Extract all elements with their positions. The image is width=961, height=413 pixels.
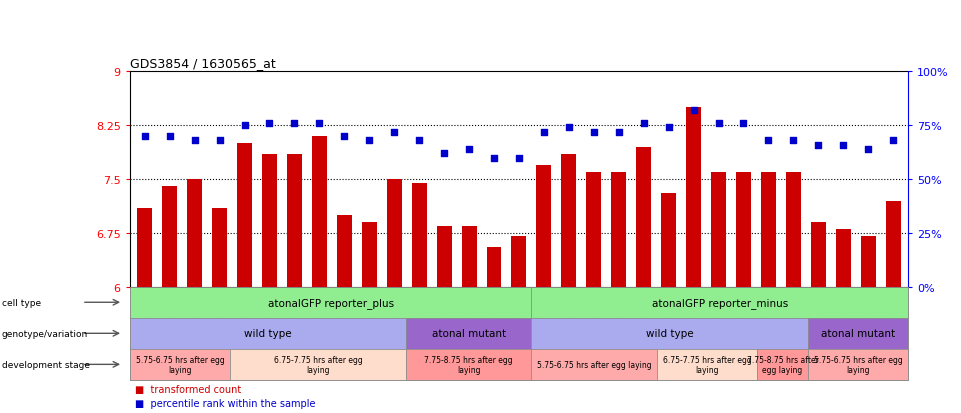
Point xyxy=(336,133,352,140)
Bar xyxy=(436,226,452,287)
Point xyxy=(311,121,327,127)
Bar xyxy=(411,183,427,287)
Bar xyxy=(187,180,202,287)
Bar xyxy=(361,223,377,287)
Bar xyxy=(811,223,825,287)
Bar xyxy=(336,216,352,287)
Bar xyxy=(836,230,850,287)
Text: 5.75-6.75 hrs after egg
laying: 5.75-6.75 hrs after egg laying xyxy=(814,355,902,374)
Point xyxy=(187,138,203,144)
Bar xyxy=(536,165,552,287)
Bar xyxy=(137,208,152,287)
Bar xyxy=(761,173,776,287)
Bar xyxy=(561,154,577,287)
Text: 5.75-6.75 hrs after egg
laying: 5.75-6.75 hrs after egg laying xyxy=(136,355,224,374)
Bar xyxy=(861,237,875,287)
Point xyxy=(361,138,377,144)
Text: ■  percentile rank within the sample: ■ percentile rank within the sample xyxy=(135,398,315,408)
Point xyxy=(261,121,277,127)
Bar xyxy=(886,201,900,287)
Point xyxy=(786,138,801,144)
Point xyxy=(211,138,227,144)
Point xyxy=(611,129,627,136)
Bar xyxy=(212,208,227,287)
Point xyxy=(761,138,776,144)
Bar xyxy=(586,173,602,287)
Point xyxy=(162,133,178,140)
Point xyxy=(486,155,502,161)
Point xyxy=(586,129,602,136)
Text: wild type: wild type xyxy=(646,328,694,339)
Bar xyxy=(636,147,652,287)
Text: development stage: development stage xyxy=(2,360,90,369)
Point xyxy=(411,138,427,144)
Point xyxy=(137,133,153,140)
Bar xyxy=(386,180,402,287)
Point xyxy=(736,121,752,127)
Point xyxy=(661,125,677,131)
Text: 5.75-6.75 hrs after egg laying: 5.75-6.75 hrs after egg laying xyxy=(537,360,652,369)
Bar xyxy=(262,154,277,287)
Bar xyxy=(162,187,177,287)
Text: atonal mutant: atonal mutant xyxy=(821,328,895,339)
Point xyxy=(836,142,851,149)
Point xyxy=(885,138,900,144)
Text: genotype/variation: genotype/variation xyxy=(2,329,88,338)
Text: 6.75-7.75 hrs after egg
laying: 6.75-7.75 hrs after egg laying xyxy=(663,355,752,374)
Point xyxy=(811,142,826,149)
Text: ■  transformed count: ■ transformed count xyxy=(135,384,241,394)
Bar xyxy=(511,237,527,287)
Bar xyxy=(287,154,302,287)
Text: 7.75-8.75 hrs after
egg laying: 7.75-8.75 hrs after egg laying xyxy=(747,355,819,374)
Text: 7.75-8.75 hrs after egg
laying: 7.75-8.75 hrs after egg laying xyxy=(425,355,513,374)
Point xyxy=(561,125,577,131)
Point xyxy=(711,121,727,127)
Point xyxy=(236,123,252,129)
Bar xyxy=(661,194,677,287)
Point xyxy=(636,121,652,127)
Text: 6.75-7.75 hrs after egg
laying: 6.75-7.75 hrs after egg laying xyxy=(274,355,362,374)
Point xyxy=(286,121,302,127)
Bar xyxy=(461,226,477,287)
Bar xyxy=(486,248,502,287)
Bar xyxy=(786,173,801,287)
Bar xyxy=(312,137,327,287)
Text: wild type: wild type xyxy=(244,328,291,339)
Bar xyxy=(711,173,726,287)
Text: atonalGFP reporter_minus: atonalGFP reporter_minus xyxy=(652,297,788,308)
Point xyxy=(386,129,402,136)
Text: cell type: cell type xyxy=(2,298,41,307)
Bar xyxy=(611,173,627,287)
Text: GDS3854 / 1630565_at: GDS3854 / 1630565_at xyxy=(130,57,276,70)
Point xyxy=(511,155,527,161)
Text: atonalGFP reporter_plus: atonalGFP reporter_plus xyxy=(267,297,394,308)
Point xyxy=(536,129,552,136)
Bar xyxy=(686,108,702,287)
Point xyxy=(860,146,875,153)
Text: atonal mutant: atonal mutant xyxy=(431,328,505,339)
Point xyxy=(686,108,702,114)
Bar xyxy=(237,144,252,287)
Bar xyxy=(736,173,751,287)
Point xyxy=(436,151,452,157)
Point xyxy=(461,146,477,153)
